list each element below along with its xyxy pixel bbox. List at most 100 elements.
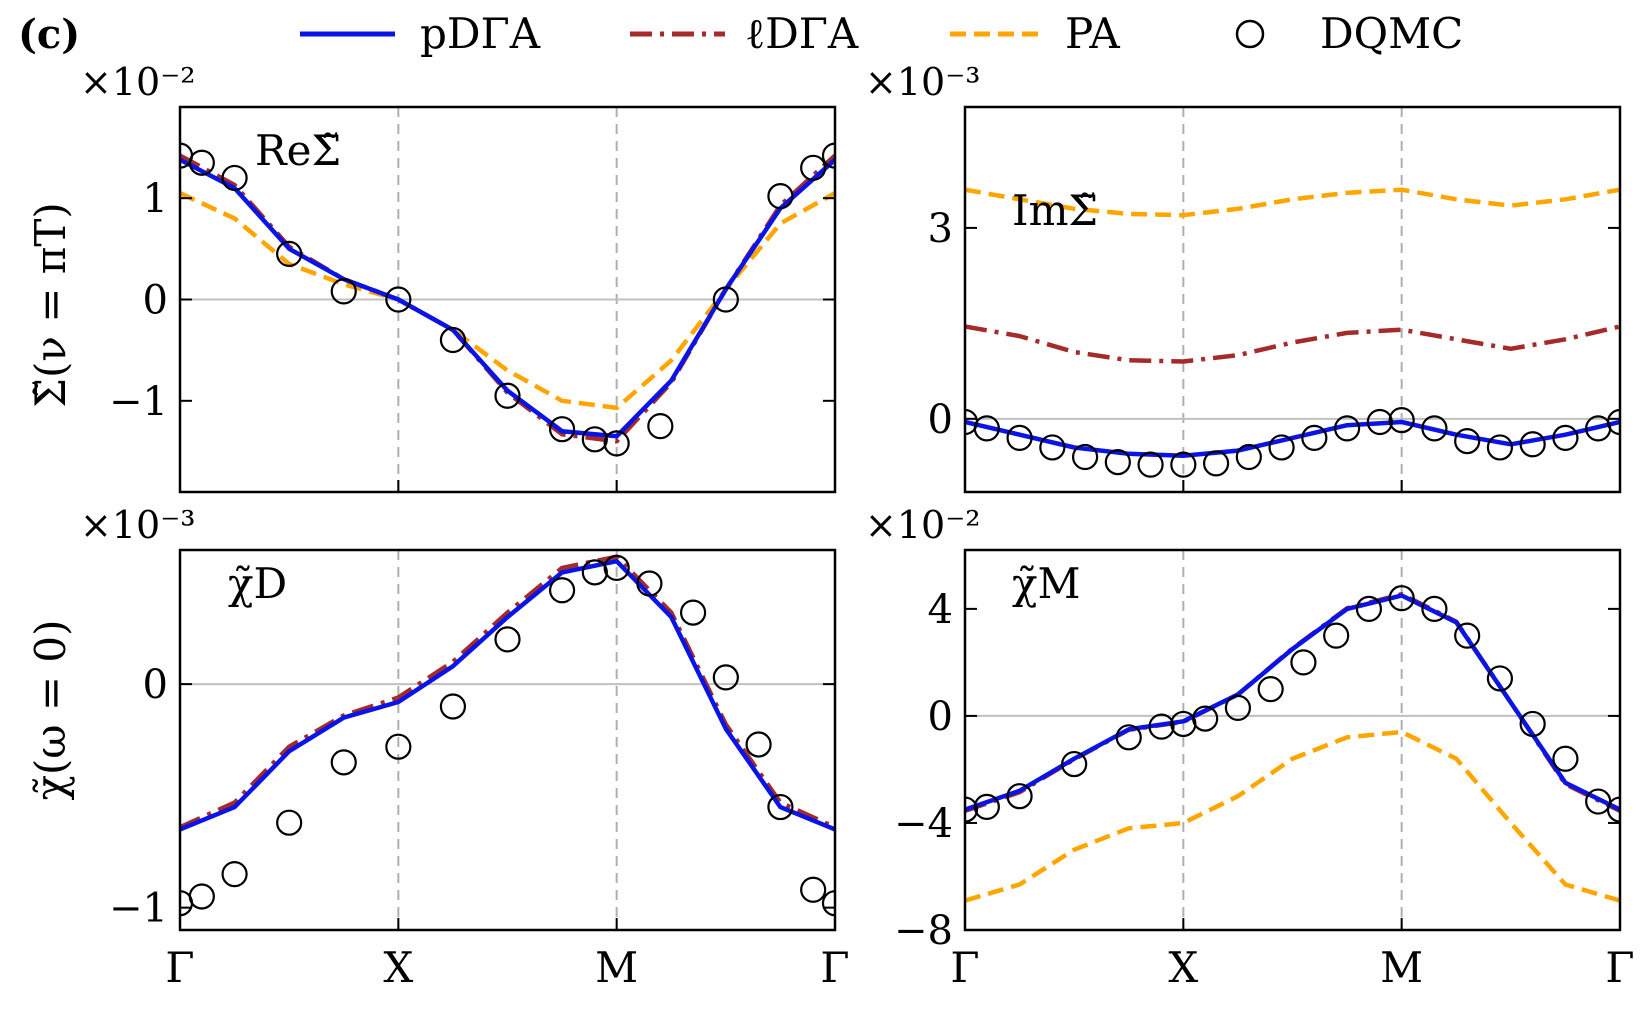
- series-line-pdga: [965, 593, 1620, 812]
- series-line-ldga: [965, 324, 1620, 364]
- panel-annotation: ImΣ̃: [1012, 186, 1098, 235]
- dqmc-point: [973, 415, 1000, 442]
- dqmc-point: [1257, 676, 1284, 703]
- dqmc-point: [800, 876, 827, 903]
- ytick-label: 0: [143, 278, 168, 324]
- dqmc-point: [548, 416, 576, 443]
- dqmc-point: [1170, 451, 1197, 478]
- dqmc-point: [1224, 694, 1252, 721]
- xtick-label: M: [595, 943, 638, 992]
- xtick-label: Γ: [820, 943, 849, 992]
- dqmc-point: [581, 559, 608, 586]
- legend-label-pdga: pDΓA: [420, 9, 541, 58]
- series-line-ldga: [965, 591, 1620, 814]
- dqmc-point: [1039, 434, 1066, 461]
- dqmc-point: [745, 731, 772, 758]
- dqmc-point: [821, 890, 835, 917]
- ytick-label: −8: [894, 908, 953, 954]
- plot-frame: [178, 548, 837, 932]
- xtick-label: Γ: [165, 943, 194, 992]
- legend-label-dqmc: DQMC: [1320, 9, 1463, 58]
- ytick-label: −1: [109, 379, 168, 425]
- dqmc-point: [221, 164, 248, 192]
- dqmc-point: [1061, 750, 1088, 778]
- dqmc-point: [330, 278, 357, 305]
- dqmc-point: [385, 286, 412, 313]
- ytick-label: −1: [109, 886, 168, 932]
- dqmc-point: [1519, 710, 1546, 738]
- dqmc-point: [221, 861, 248, 888]
- ytick-label: 0: [928, 397, 953, 443]
- ytick-label: 4: [928, 587, 953, 633]
- dqmc-point: [439, 326, 467, 354]
- panel-annotation: χ̃M: [1012, 559, 1080, 608]
- panel-im-sigma: 0 3 ×10⁻³ ImΣ̃: [865, 60, 1622, 494]
- dqmc-point: [767, 793, 794, 821]
- dqmc-point: [385, 733, 412, 760]
- ytick-label: 0: [928, 694, 953, 740]
- dqmc-point: [1421, 595, 1448, 622]
- panel-re-sigma: −1 0 1 ×10⁻² ReΣ̃: [80, 60, 837, 494]
- ytick-label: 0: [143, 662, 168, 708]
- xtick-label: Γ: [1605, 943, 1634, 992]
- dqmc-point: [494, 626, 521, 653]
- dqmc-point: [1333, 415, 1361, 442]
- legend-marker-dqmc: [1235, 19, 1265, 49]
- xtick-label: X: [1168, 943, 1198, 992]
- dqmc-point: [1519, 431, 1546, 458]
- legend: pDΓA ℓDΓA PA DQMC: [300, 9, 1463, 58]
- plot-frame: [963, 548, 1622, 932]
- dqmc-point: [1235, 443, 1262, 471]
- dqmc-point: [1192, 705, 1219, 732]
- ytick-label: −4: [894, 801, 953, 847]
- dqmc-point: [712, 664, 739, 691]
- dqmc-point: [1388, 406, 1415, 434]
- dqmc-point: [330, 749, 357, 776]
- dqmc-point: [1366, 408, 1393, 436]
- xtick-label: Γ: [950, 943, 979, 992]
- dqmc-point: [1104, 448, 1131, 476]
- legend-label-pa: PA: [1065, 9, 1120, 58]
- legend-label-ldga: ℓDΓA: [745, 9, 859, 58]
- dqmc-point: [1006, 783, 1033, 810]
- dqmc-point: [1148, 713, 1175, 740]
- panel-label: (c): [18, 11, 80, 58]
- xtick-label: X: [383, 943, 413, 992]
- series-line-pa: [965, 729, 1620, 903]
- dqmc-point: [188, 883, 215, 910]
- axis-multiplier: ×10⁻³: [865, 60, 980, 104]
- dqmc-point: [767, 183, 794, 210]
- dqmc-point: [973, 793, 1000, 821]
- dqmc-point: [188, 149, 215, 176]
- dqmc-point: [1486, 665, 1514, 692]
- axis-multiplier: ×10⁻²: [865, 503, 980, 547]
- dqmc-point: [1606, 796, 1620, 823]
- row-label-bottom: χ̃(ω = 0): [26, 619, 75, 800]
- axis-multiplier: ×10⁻³: [80, 503, 195, 547]
- dqmc-point: [679, 599, 707, 626]
- dqmc-point: [800, 154, 827, 181]
- dqmc-point: [581, 426, 608, 453]
- panel-chi-m: −8 −4 0 4 Γ X M Γ ×10⁻² χ̃M: [865, 503, 1635, 992]
- plot-frame: [963, 105, 1622, 494]
- dqmc-point: [1486, 434, 1514, 461]
- dqmc-point: [1323, 622, 1350, 649]
- panel-chi-d: −1 0 Γ X M Γ ×10⁻³ χ̃D: [80, 503, 850, 992]
- dqmc-point: [647, 413, 674, 440]
- panel-annotation: ReΣ̃: [255, 126, 341, 175]
- dqmc-point: [1388, 585, 1415, 612]
- dqmc-point: [1552, 745, 1579, 772]
- dqmc-point: [1071, 443, 1099, 471]
- dqmc-point: [1552, 424, 1579, 452]
- dqmc-point: [1606, 408, 1620, 436]
- dqmc-point: [1454, 622, 1481, 649]
- dqmc-point: [1115, 724, 1142, 751]
- dqmc-point: [494, 382, 521, 409]
- ytick-label: 3: [928, 206, 953, 252]
- dqmc-point: [1202, 450, 1230, 477]
- dqmc-point: [821, 142, 835, 169]
- dqmc-point: [603, 430, 630, 457]
- dqmc-point: [603, 554, 630, 581]
